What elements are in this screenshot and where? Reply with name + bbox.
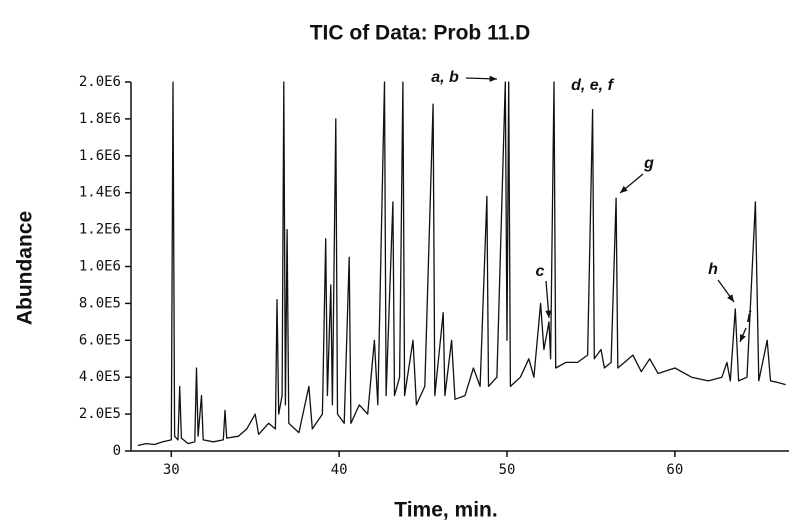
arrow-head bbox=[620, 185, 628, 193]
signal-line bbox=[137, 81, 786, 447]
y-tick-label: 1.6E6 bbox=[79, 148, 121, 164]
arrow-head bbox=[740, 334, 746, 342]
peak-annotation: c bbox=[536, 263, 545, 280]
x-tick-label: 40 bbox=[331, 462, 348, 478]
y-tick-label: 1.4E6 bbox=[79, 185, 121, 201]
chart-title: TIC of Data: Prob 11.D bbox=[310, 22, 531, 45]
y-tick-label: 2.0E5 bbox=[79, 406, 121, 422]
x-axis-label: Time, min. bbox=[394, 499, 497, 522]
x-tick-label: 50 bbox=[499, 462, 516, 478]
y-tick-label: 1.0E6 bbox=[79, 259, 121, 275]
peak-annotation: g bbox=[643, 155, 654, 172]
arrow-head bbox=[545, 310, 552, 318]
y-tick-label: 2.0E6 bbox=[79, 74, 121, 90]
y-axis-label: Abundance bbox=[14, 211, 37, 325]
arrow-head bbox=[727, 294, 734, 302]
x-tick-label: 60 bbox=[666, 462, 683, 478]
peak-annotation: i bbox=[747, 309, 752, 326]
y-tick-label: 1.2E6 bbox=[79, 222, 121, 238]
peak-annotation: h bbox=[708, 261, 718, 278]
x-tick-label: 30 bbox=[163, 462, 180, 478]
arrow-head bbox=[489, 75, 497, 82]
y-tick-label: 4.0E5 bbox=[79, 369, 121, 385]
y-tick-label: 8.0E5 bbox=[79, 295, 121, 311]
peak-annotation: a, b bbox=[431, 69, 459, 86]
peak-annotation: d, e, f bbox=[571, 77, 614, 94]
y-tick-label: 6.0E5 bbox=[79, 332, 121, 348]
y-tick-label: 1.8E6 bbox=[79, 111, 121, 127]
y-tick-label: 0 bbox=[113, 443, 121, 459]
